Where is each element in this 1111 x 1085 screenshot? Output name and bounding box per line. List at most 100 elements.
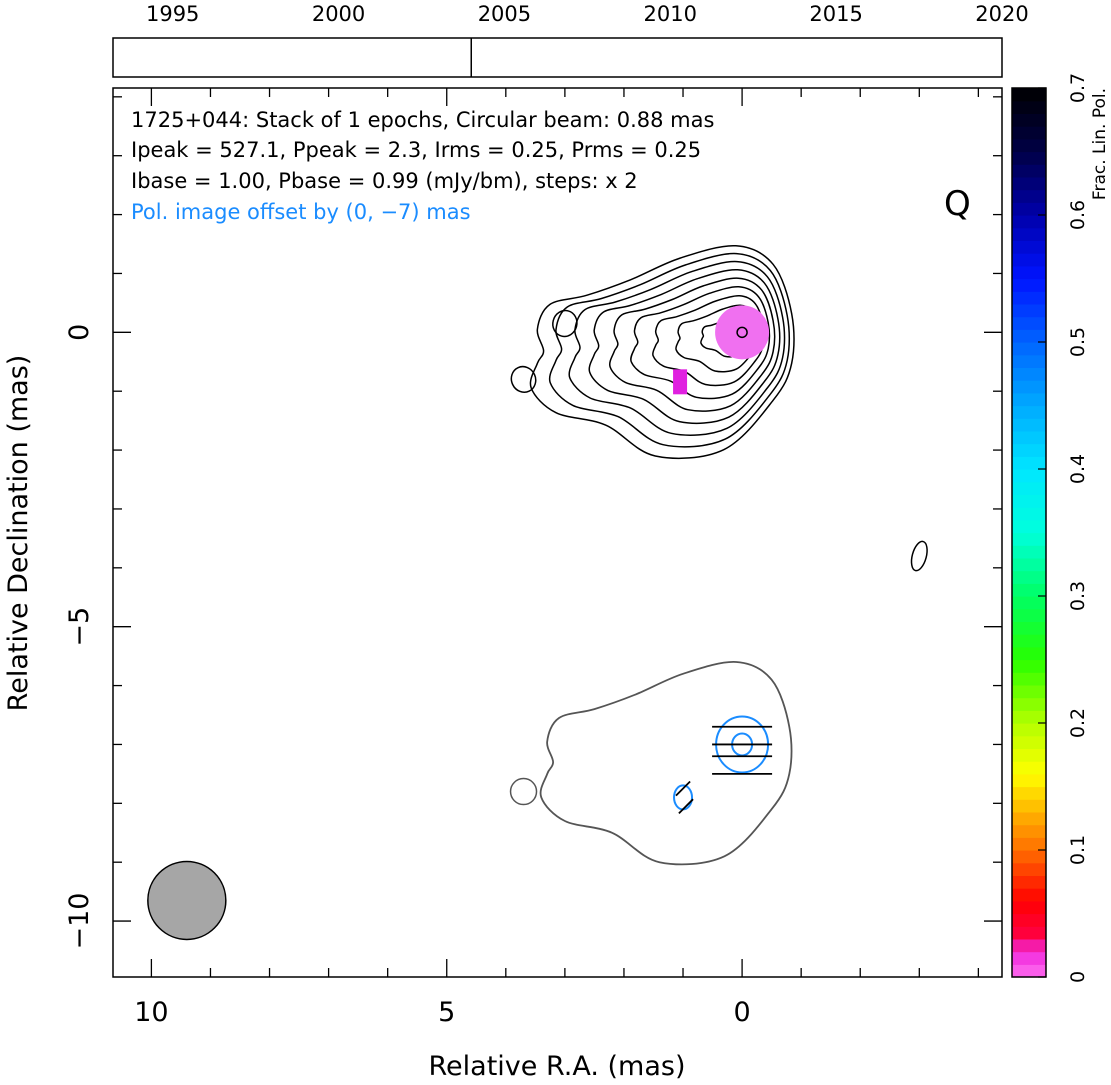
colorbar-swatch	[1012, 164, 1046, 178]
colorbar-swatch	[1012, 138, 1046, 153]
colorbar-swatch	[1012, 875, 1046, 889]
colorbar-swatch	[1012, 367, 1046, 381]
total-intensity-contours	[529, 245, 795, 460]
evpa-vector	[678, 798, 694, 814]
colorbar-swatch	[1012, 684, 1046, 699]
colorbar-swatch	[1012, 392, 1046, 407]
contour-island	[910, 540, 928, 572]
colorbar-tick-label: 0.6	[1067, 200, 1089, 230]
colorbar-tick-label: 0	[1067, 971, 1089, 983]
colorbar-swatch	[1012, 557, 1046, 572]
colorbar-swatch	[1012, 494, 1046, 508]
plot-frame	[112, 87, 1003, 978]
colorbar-swatch	[1012, 900, 1046, 915]
colorbar-swatch	[1012, 659, 1046, 673]
fractional-polarization-pixels	[673, 305, 770, 395]
x-tick-label: 0	[733, 997, 750, 1028]
colorbar-swatch	[1012, 126, 1046, 140]
colorbar-swatch	[1012, 418, 1046, 432]
timeline-tick-label: 2015	[809, 2, 862, 26]
knot-polarization-pixel	[673, 369, 688, 395]
colorbar-swatch	[1012, 240, 1046, 254]
colorbar-swatch	[1012, 888, 1046, 902]
colorbar-swatch	[1012, 748, 1046, 762]
band-label: Q	[944, 184, 971, 224]
colorbar-swatch	[1012, 481, 1046, 495]
colorbar-swatch	[1012, 380, 1046, 394]
offset-contour-island	[509, 777, 538, 806]
colorbar-swatch	[1012, 837, 1046, 851]
y-tick-label: −5	[64, 607, 95, 647]
timeline-labels: 1995 2000 2005 2010 2015 2020	[146, 2, 1029, 26]
plot-layer	[147, 245, 928, 941]
colorbar-swatch	[1012, 316, 1046, 330]
colorbar-swatch	[1012, 926, 1046, 940]
colorbar-swatch	[1012, 951, 1046, 965]
contour-islands	[510, 309, 928, 572]
colorbar-swatch	[1012, 265, 1046, 280]
colorbar-swatch	[1012, 545, 1046, 559]
colorbar-swatch	[1012, 634, 1046, 648]
intensity-contour	[630, 286, 771, 400]
colorbar-swatch	[1012, 583, 1046, 597]
contour-island	[510, 365, 537, 394]
colorbar-tick-label: 0.7	[1067, 73, 1089, 103]
colorbar-tick-label: 0.4	[1067, 454, 1089, 484]
colorbar-swatch	[1012, 507, 1046, 521]
colorbar-swatch	[1012, 329, 1046, 343]
colorbar-swatches	[1012, 88, 1046, 978]
colorbar-tick-label: 0.3	[1067, 581, 1089, 611]
colorbar-tick-label: 0.2	[1067, 708, 1089, 738]
colorbar-swatch	[1012, 735, 1046, 749]
contour-island	[552, 309, 578, 338]
beam-ellipse	[147, 860, 227, 941]
colorbar-swatch	[1012, 469, 1046, 483]
colorbar-swatch	[1012, 519, 1046, 534]
colorbar-swatch	[1012, 443, 1046, 457]
colorbar-tick-label: 0.5	[1067, 327, 1089, 357]
x-tick-label: 10	[134, 997, 168, 1028]
colorbar-swatch	[1012, 227, 1046, 241]
colorbar-swatch	[1012, 938, 1046, 953]
colorbar-swatch	[1012, 189, 1046, 203]
offset-note: Pol. image offset by (0, −7) mas	[131, 200, 471, 224]
colorbar-swatch	[1012, 176, 1046, 191]
colorbar-swatch	[1012, 773, 1046, 788]
colorbar-swatch	[1012, 100, 1046, 114]
colorbar-swatch	[1012, 710, 1046, 724]
colorbar-swatch	[1012, 303, 1046, 318]
core-polarization-pixel	[715, 305, 770, 360]
offset-intensity-contour	[509, 661, 793, 866]
colorbar-tick-label: 0.1	[1067, 835, 1089, 865]
evpa-vector	[675, 780, 691, 797]
colorbar-swatch	[1012, 621, 1046, 635]
intensity-contour	[548, 252, 791, 448]
intensity-contour	[588, 269, 781, 425]
colorbar-swatch	[1012, 786, 1046, 800]
colorbar-swatch	[1012, 799, 1046, 813]
colorbar-swatch	[1012, 202, 1046, 216]
colorbar-swatch	[1012, 354, 1046, 368]
colorbar-swatch	[1012, 850, 1046, 864]
intensity-contour	[652, 295, 765, 387]
colorbar-swatch	[1012, 723, 1046, 737]
core-peak-contour	[736, 326, 748, 339]
y-tick-label: −10	[64, 893, 95, 950]
colorbar-swatch	[1012, 88, 1046, 102]
timeline-tick-label: 2010	[644, 2, 697, 26]
colorbar-swatch	[1012, 532, 1046, 546]
colorbar-swatch	[1012, 862, 1046, 876]
colorbar-swatch	[1012, 253, 1046, 267]
beam	[147, 860, 227, 941]
colorbar: 0 0.1 0.2 0.3 0.4 0.5 0.6 0.7 Frac. Lin. Pol.	[1011, 73, 1110, 983]
colorbar-swatch	[1012, 761, 1046, 775]
x-axis-label: Relative R.A. (mas)	[429, 1051, 686, 1082]
offset-outer-contour	[539, 661, 793, 866]
colorbar-swatch	[1012, 646, 1046, 661]
timeline-tick-label: 2020	[975, 2, 1028, 26]
colorbar-swatch	[1012, 811, 1046, 826]
colorbar-swatch	[1012, 913, 1046, 927]
axis-ticks	[113, 88, 1002, 977]
timeline-tick-label: 1995	[146, 2, 199, 26]
